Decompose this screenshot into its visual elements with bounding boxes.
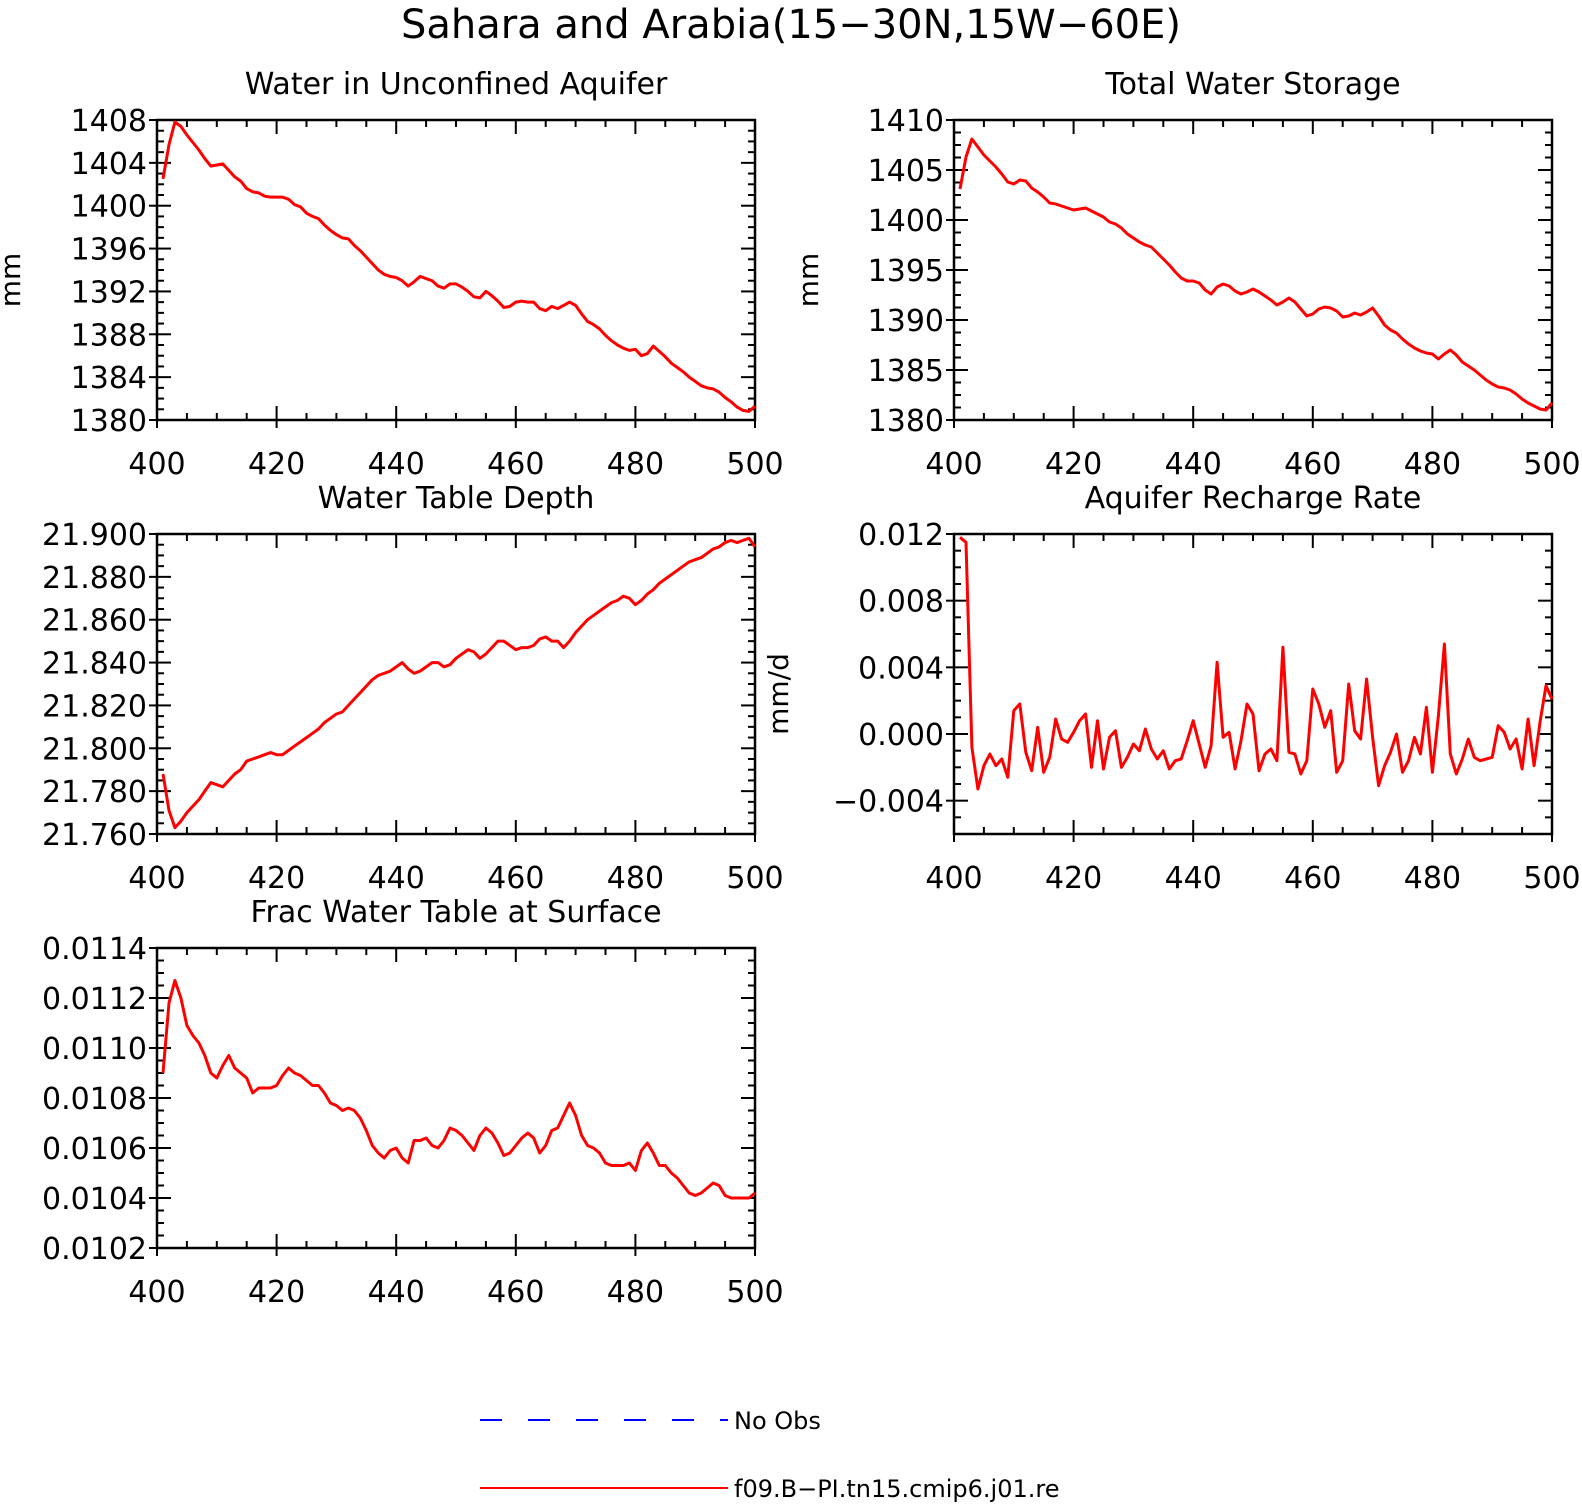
y-tick-label: 0.0110 (42, 1032, 147, 1067)
y-tick-label: 0.0112 (42, 982, 147, 1017)
panel-title: Water Table Depth (318, 481, 595, 516)
panels: Water in Unconfined Aquifer 400 420 440 460 4… (0, 67, 1581, 1310)
x-tick-label: 400 (128, 447, 185, 482)
x-tick-label: 480 (607, 1275, 664, 1310)
x-tick-label: 420 (248, 861, 305, 896)
y-tick-label: 0.0106 (42, 1132, 147, 1167)
figure-title: Sahara and Arabia(15−30N,15W−60E) (401, 2, 1181, 48)
x-tick-label: 500 (726, 1275, 783, 1310)
y-tick-label: 21.860 (42, 604, 147, 639)
y-tick-label: 0.004 (858, 651, 944, 686)
x-tick-label: 420 (248, 447, 305, 482)
y-tick-label: 21.780 (42, 775, 147, 810)
y-tick-label: 1385 (868, 354, 944, 389)
y-tick-label: 21.900 (42, 518, 147, 553)
x-tick-label: 400 (128, 861, 185, 896)
series-line (958, 137, 1554, 412)
plot-frame (952, 532, 1554, 836)
x-tick-label: 440 (1165, 861, 1222, 896)
legend: No Obs f09.B−PI.tn15.cmip6.j01.re (480, 1407, 1059, 1503)
y-tick-label: 1408 (71, 104, 147, 139)
y-tick-label: 21.880 (42, 561, 147, 596)
x-tick-label: 460 (487, 861, 544, 896)
x-tick-label: 400 (925, 447, 982, 482)
series-line (161, 120, 756, 413)
x-tick-label: 400 (925, 861, 982, 896)
panel-3: Water Table Depth 400 420 440 460 480 500 21.76… (42, 481, 784, 896)
legend-label-model: f09.B−PI.tn15.cmip6.j01.re (734, 1475, 1059, 1503)
legend-label-no-obs: No Obs (734, 1407, 821, 1435)
y-tick-label: 1380 (868, 404, 944, 439)
y-tick-label: 1400 (868, 204, 944, 239)
y-tick-label: 0.0114 (42, 932, 147, 967)
x-tick-label: 500 (1523, 861, 1580, 896)
y-tick-label: 1405 (868, 154, 944, 189)
x-tick-label: 460 (1284, 861, 1341, 896)
x-tick-label: 460 (1284, 447, 1341, 482)
y-tick-label: 1392 (71, 275, 147, 310)
panel-title: Total Water Storage (1104, 67, 1400, 102)
panel-5: Frac Water Table at Surface 400 420 440 460 4… (42, 895, 784, 1310)
series-line (161, 979, 756, 1200)
y-tick-label: 0.000 (858, 718, 944, 753)
panel-title: Water in Unconfined Aquifer (245, 67, 668, 102)
y-axis-label: mm/d (762, 653, 795, 735)
x-tick-label: 420 (1045, 447, 1102, 482)
series-line (959, 536, 1554, 791)
y-tick-label: −0.004 (833, 785, 944, 820)
x-tick-label: 440 (1165, 447, 1222, 482)
x-tick-label: 500 (1523, 447, 1580, 482)
y-tick-label: 0.0104 (42, 1182, 147, 1217)
y-tick-label: 1410 (868, 104, 944, 139)
x-tick-label: 480 (1404, 861, 1461, 896)
x-tick-label: 500 (726, 861, 783, 896)
y-tick-label: 1388 (71, 318, 147, 353)
y-tick-label: 0.008 (858, 585, 944, 620)
series-line (161, 536, 757, 830)
x-tick-label: 460 (487, 1275, 544, 1310)
panel-1: Water in Unconfined Aquifer 400 420 440 460 4… (0, 67, 784, 482)
y-tick-label: 0.012 (858, 518, 944, 553)
x-tick-label: 440 (368, 861, 425, 896)
y-tick-label: 0.0108 (42, 1082, 147, 1117)
panel-4: Aquifer Recharge Rate 400 420 440 460 480 500 −… (762, 481, 1581, 896)
plot-frame (155, 118, 757, 422)
x-tick-label: 500 (726, 447, 783, 482)
y-tick-label: 1404 (71, 147, 147, 182)
x-tick-label: 420 (248, 1275, 305, 1310)
y-tick-label: 1384 (71, 361, 147, 396)
y-tick-label: 0.0102 (42, 1232, 147, 1267)
plot-frame (155, 946, 757, 1250)
y-axis-label: mm (0, 253, 27, 308)
y-tick-label: 1395 (868, 254, 944, 289)
y-tick-label: 1380 (71, 404, 147, 439)
y-tick-label: 1400 (71, 190, 147, 225)
x-tick-label: 460 (487, 447, 544, 482)
y-tick-label: 21.760 (42, 818, 147, 853)
x-tick-label: 480 (1404, 447, 1461, 482)
x-tick-label: 440 (368, 1275, 425, 1310)
x-tick-label: 480 (607, 861, 664, 896)
x-tick-label: 400 (128, 1275, 185, 1310)
y-tick-label: 21.840 (42, 647, 147, 682)
y-tick-label: 21.820 (42, 689, 147, 724)
x-tick-label: 480 (607, 447, 664, 482)
x-tick-label: 440 (368, 447, 425, 482)
y-axis-label: mm (792, 253, 825, 308)
panel-title: Aquifer Recharge Rate (1085, 481, 1422, 516)
y-tick-label: 21.800 (42, 732, 147, 767)
y-tick-label: 1396 (71, 233, 147, 268)
panel-title: Frac Water Table at Surface (250, 895, 661, 930)
panel-2: Total Water Storage 400 420 440 460 480 500 138… (792, 67, 1581, 482)
y-tick-label: 1390 (868, 304, 944, 339)
plot-frame (952, 118, 1554, 422)
x-tick-label: 420 (1045, 861, 1102, 896)
